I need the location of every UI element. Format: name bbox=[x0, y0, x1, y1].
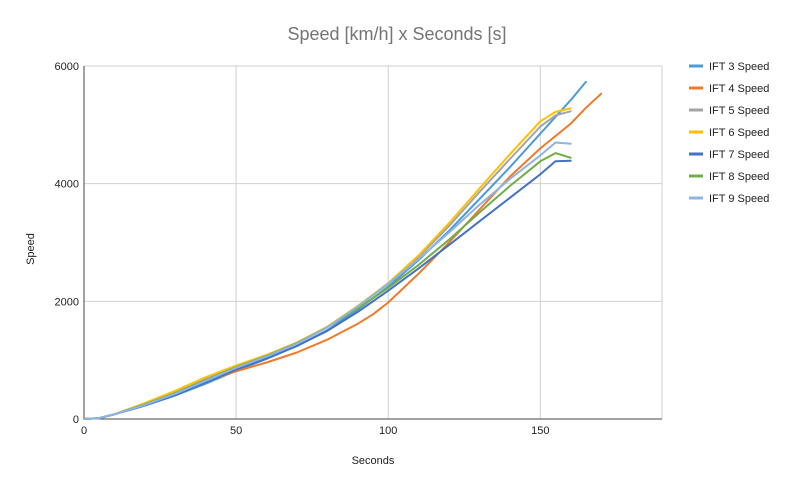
legend: IFT 3 Speed IFT 4 Speed IFT 5 Speed IFT 6 S… bbox=[689, 61, 769, 205]
legend-label: IFT 6 Speed bbox=[709, 127, 769, 139]
legend-label: IFT 7 Speed bbox=[709, 149, 769, 161]
y-tick-label: 2000 bbox=[55, 296, 79, 308]
x-tick-label: 100 bbox=[379, 425, 397, 437]
series-line bbox=[83, 159, 572, 420]
y-axis-label: Speed bbox=[25, 233, 37, 265]
y-tick-label: 4000 bbox=[55, 179, 79, 191]
series-line bbox=[83, 80, 587, 420]
y-tick-label: 0 bbox=[73, 414, 79, 426]
legend-label: IFT 3 Speed bbox=[709, 61, 769, 73]
legend-label: IFT 4 Speed bbox=[709, 83, 769, 95]
x-tick-label: 0 bbox=[81, 425, 87, 437]
legend-label: IFT 8 Speed bbox=[709, 171, 769, 183]
chart-title: Speed [km/h] x Seconds [s] bbox=[287, 24, 506, 44]
series-line bbox=[83, 152, 572, 420]
x-tick-label: 50 bbox=[230, 425, 242, 437]
y-tick-label: 6000 bbox=[55, 61, 79, 73]
series-line bbox=[83, 107, 572, 420]
legend-label: IFT 9 Speed bbox=[709, 193, 769, 205]
series-line bbox=[83, 110, 572, 420]
series-line bbox=[83, 92, 603, 420]
plot-area: 0 50 100 150 0 2000 4000 6000 bbox=[55, 61, 663, 437]
series-line bbox=[83, 141, 572, 420]
legend-label: IFT 5 Speed bbox=[709, 105, 769, 117]
x-tick-label: 150 bbox=[531, 425, 549, 437]
x-axis-label: Seconds bbox=[352, 455, 395, 467]
